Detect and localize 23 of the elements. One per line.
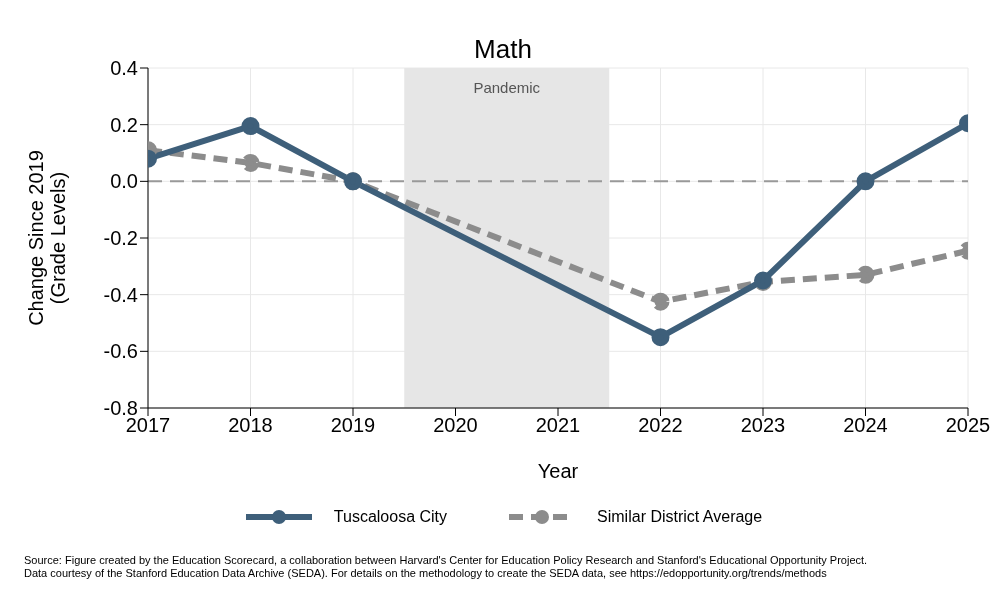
band-label: Pandemic (473, 78, 541, 96)
x-tick-label: 2025 (945, 414, 991, 437)
x-axis-title: Year (537, 460, 579, 482)
legend-label: Similar District Average (597, 508, 763, 526)
x-tick-label: 2022 (638, 414, 683, 437)
y-tick-label: 0.2 (110, 113, 138, 136)
x-tick-label: 2018 (228, 414, 273, 437)
x-tick-label: 2019 (330, 414, 376, 437)
legend-label: Tuscaloosa City (333, 508, 448, 526)
x-tick-label: 2017 (125, 414, 171, 437)
y-tick-label: -0.4 (103, 283, 138, 306)
y-tick-label: -0.2 (103, 227, 138, 250)
y-tick-label: 0.4 (110, 57, 138, 80)
source-note: Source: Figure created by the Education Scorecard, a collaboration between Harvard's Center for Education Policy Research and Stanford's Educational Opportunity Project. (24, 554, 869, 567)
text: Data courtesy of the Stanford Education Data Archive (SEDA). For details on the methodology to create the SEDA data, see https://edopportunity.org/trends/methods (24, 567, 828, 580)
x-tick-label: 2024 (843, 414, 888, 437)
x-tick-label: 2021 (535, 414, 581, 437)
y-axis-title: Change Since 2019 (Grade Levels) (25, 150, 69, 326)
chart-title: Math (474, 34, 532, 64)
y-tick-label: -0.6 (103, 340, 138, 363)
x-tick-label: 2023 (740, 414, 786, 437)
y-tick-label: 0.0 (110, 170, 138, 193)
x-tick-label: 2020 (433, 414, 478, 437)
